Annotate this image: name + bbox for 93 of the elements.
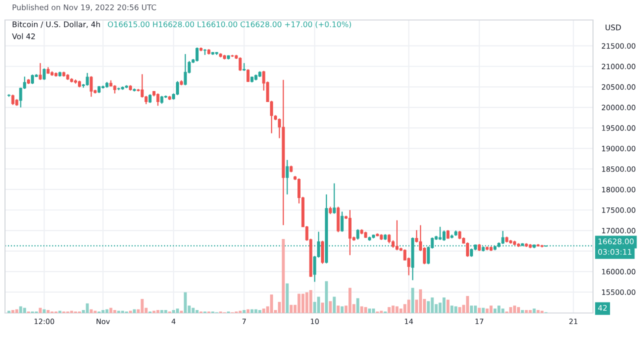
candlestick <box>340 211 344 232</box>
candlestick <box>321 240 324 264</box>
candlestick <box>11 94 14 106</box>
candlestick <box>336 206 340 233</box>
bar <box>109 308 112 313</box>
bar <box>392 306 395 313</box>
bar <box>520 310 524 313</box>
bar <box>332 296 336 313</box>
bar <box>11 310 14 313</box>
bar <box>176 308 179 313</box>
candlestick <box>238 56 242 72</box>
candlestick <box>196 46 199 62</box>
bar <box>105 309 108 313</box>
bar <box>196 310 199 313</box>
bar <box>301 294 304 313</box>
bar <box>250 309 254 313</box>
candlestick <box>86 72 89 86</box>
bar <box>446 300 450 313</box>
bar <box>270 294 274 313</box>
candlestick <box>466 242 470 258</box>
bar <box>466 296 470 313</box>
bar <box>184 292 187 313</box>
bar <box>328 301 332 313</box>
bar <box>38 308 42 313</box>
candlestick <box>388 234 391 244</box>
bar <box>454 306 458 313</box>
bar <box>532 308 536 313</box>
candlestick <box>90 76 93 98</box>
bar <box>254 309 258 313</box>
bar <box>336 306 340 313</box>
bar <box>132 309 136 313</box>
candlestick <box>356 228 360 240</box>
candlestick <box>396 220 398 251</box>
bar <box>282 239 285 313</box>
candlestick <box>438 226 442 241</box>
bar <box>478 308 481 313</box>
bar <box>172 310 176 313</box>
bar <box>192 308 195 313</box>
bar <box>340 306 344 313</box>
bar <box>160 310 164 313</box>
bar <box>524 310 528 313</box>
bar <box>388 307 391 313</box>
bar <box>356 298 360 313</box>
bar <box>348 288 352 313</box>
candlestick <box>176 80 179 96</box>
bar <box>258 310 262 313</box>
bar <box>470 306 473 313</box>
candlestick <box>42 68 46 80</box>
candlestick <box>38 62 42 80</box>
candlestick <box>184 54 187 86</box>
bar <box>494 308 496 313</box>
candlestick <box>140 74 144 98</box>
bar <box>426 301 430 313</box>
bar <box>156 310 160 313</box>
bar <box>411 288 414 313</box>
bar <box>42 309 46 313</box>
candlestick <box>332 182 336 214</box>
bar <box>396 306 398 313</box>
bar <box>536 310 540 313</box>
bar <box>102 310 104 313</box>
bar <box>509 307 512 313</box>
candlestick <box>286 159 289 195</box>
bar <box>290 304 293 313</box>
bar <box>486 308 489 313</box>
candlestick <box>246 68 250 83</box>
bar <box>372 308 375 313</box>
bar <box>321 302 324 313</box>
bar <box>298 294 300 313</box>
candlestick <box>156 92 160 106</box>
bar <box>419 289 422 313</box>
bar <box>246 309 250 313</box>
bar <box>442 297 446 313</box>
candlestick <box>348 209 352 256</box>
bar <box>474 306 477 313</box>
bar <box>501 308 504 313</box>
bar <box>517 307 520 313</box>
bar <box>368 308 372 313</box>
bar <box>513 306 516 313</box>
bar <box>317 296 320 313</box>
bar <box>450 306 454 313</box>
bar <box>490 306 493 313</box>
bar <box>242 310 246 313</box>
bar <box>23 308 26 313</box>
candlestick <box>442 230 446 242</box>
bar <box>140 298 144 313</box>
bar <box>324 281 328 313</box>
bar <box>86 303 89 313</box>
candlestick <box>30 74 34 85</box>
bar <box>497 306 500 313</box>
bar <box>364 307 368 313</box>
bar <box>19 306 22 313</box>
bar <box>46 310 50 313</box>
bar <box>305 292 308 313</box>
